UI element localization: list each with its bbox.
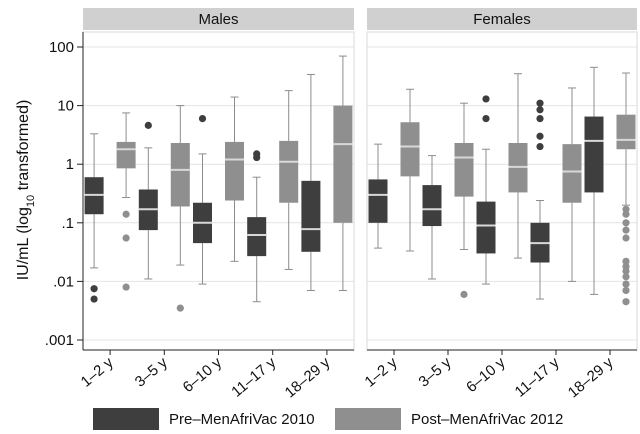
outlier-point	[536, 99, 544, 107]
box-post	[454, 102, 474, 299]
outlier-point	[90, 285, 98, 293]
outlier-point	[122, 234, 130, 242]
outlier-point	[622, 267, 630, 275]
x-tick-label: 18–29 y	[565, 354, 617, 402]
outlier-point	[122, 210, 130, 218]
outlier-point	[176, 304, 184, 312]
x-tick-label: 11–17 y	[512, 354, 563, 401]
box-pre	[138, 121, 158, 280]
outlier-point	[122, 283, 130, 291]
outlier-point	[482, 95, 490, 103]
iqr-box	[422, 185, 442, 227]
grid-layer	[83, 46, 637, 341]
outlier-point	[622, 234, 630, 242]
y-tick-label: .001	[45, 332, 74, 349]
outlier-point	[253, 153, 261, 162]
legend-item: Pre–MenAfriVac 2010	[93, 408, 315, 430]
box-post	[225, 96, 244, 262]
box-post	[116, 112, 136, 291]
box-pre	[247, 150, 267, 303]
iqr-box	[116, 141, 136, 169]
iqr-box	[400, 122, 420, 177]
iqr-box	[584, 116, 604, 193]
y-tick-label: 100	[49, 39, 74, 56]
outlier-point	[622, 273, 630, 281]
box-pre	[84, 133, 104, 303]
outlier-point	[622, 286, 630, 295]
panel-strips: Males Females	[83, 8, 637, 30]
legend-label: Post–MenAfriVac 2012	[411, 411, 563, 428]
iqr-box	[301, 180, 321, 252]
iqr-box	[333, 105, 353, 223]
legend-label: Pre–MenAfriVac 2010	[169, 411, 315, 428]
box-post	[400, 88, 420, 252]
y-tick-label: 1	[66, 156, 74, 173]
y-tick-label: .01	[53, 273, 74, 290]
outlier-point	[622, 280, 630, 288]
box-post	[170, 105, 190, 312]
box-post	[508, 73, 528, 259]
outlier-point	[536, 142, 544, 151]
box-layer	[84, 55, 636, 312]
box-pre	[530, 99, 550, 300]
box-pre	[301, 73, 321, 291]
iqr-box	[279, 140, 299, 203]
outlier-point	[622, 298, 630, 306]
box-post	[279, 90, 299, 270]
outlier-point	[536, 132, 544, 140]
panel-strip	[367, 8, 637, 30]
outlier-point	[90, 295, 98, 303]
x-tick-label: 1–2 y	[362, 354, 401, 391]
x-tick-label: 3–5 y	[132, 354, 171, 391]
box-post	[333, 55, 353, 291]
box-pre	[584, 66, 604, 295]
iqr-box	[616, 114, 636, 150]
legend-swatch	[335, 408, 401, 430]
outlier-point	[622, 210, 630, 218]
outlier-point	[622, 257, 630, 265]
iqr-box	[170, 143, 190, 207]
y-axis-title-subscript: 10	[25, 195, 37, 207]
x-tick-label: 6–10 y	[463, 354, 509, 396]
box-pre	[193, 115, 212, 285]
y-axis-title-suffix: transformed)	[15, 100, 32, 195]
iqr-box	[454, 143, 474, 197]
legend-swatch	[93, 408, 159, 430]
panel-frames	[82, 31, 638, 351]
box-pre	[368, 143, 388, 249]
outlier-point	[144, 121, 152, 129]
x-tick-label: 11–17 y	[228, 354, 279, 401]
outlier-point	[622, 226, 630, 234]
box-pre	[422, 155, 442, 280]
iqr-box	[247, 217, 267, 257]
panel-title: Females	[473, 11, 531, 28]
panel-title: Males	[198, 11, 238, 28]
box-post	[562, 87, 582, 282]
y-axis-title-prefix: IU/mL (log	[15, 207, 32, 280]
outlier-point	[536, 115, 544, 123]
outlier-point	[622, 219, 630, 227]
y-tick-label: .1	[61, 215, 74, 232]
outlier-point	[622, 205, 630, 213]
x-tick-label: 6–10 y	[180, 354, 226, 396]
x-tick-label: 1–2 y	[78, 354, 117, 391]
legend: Pre–MenAfriVac 2010 Post–MenAfriVac 2012	[93, 408, 563, 430]
y-axis-title: IU/mL (log10 transformed)	[15, 100, 37, 281]
panel-strip	[83, 8, 354, 30]
outlier-point	[460, 290, 468, 299]
x-tick-label: 18–29 y	[282, 354, 334, 402]
iqr-box	[225, 141, 244, 201]
iqr-box	[476, 201, 496, 254]
iqr-box	[368, 179, 388, 223]
box-pre	[476, 95, 496, 285]
box-post	[616, 72, 636, 306]
legend-item: Post–MenAfriVac 2012	[335, 408, 563, 430]
y-tick-label: 10	[57, 98, 74, 115]
outlier-point	[482, 115, 490, 123]
x-tick-label: 3–5 y	[416, 354, 455, 391]
outlier-point	[198, 115, 207, 123]
iqr-box	[562, 144, 582, 203]
outlier-point	[536, 106, 544, 114]
